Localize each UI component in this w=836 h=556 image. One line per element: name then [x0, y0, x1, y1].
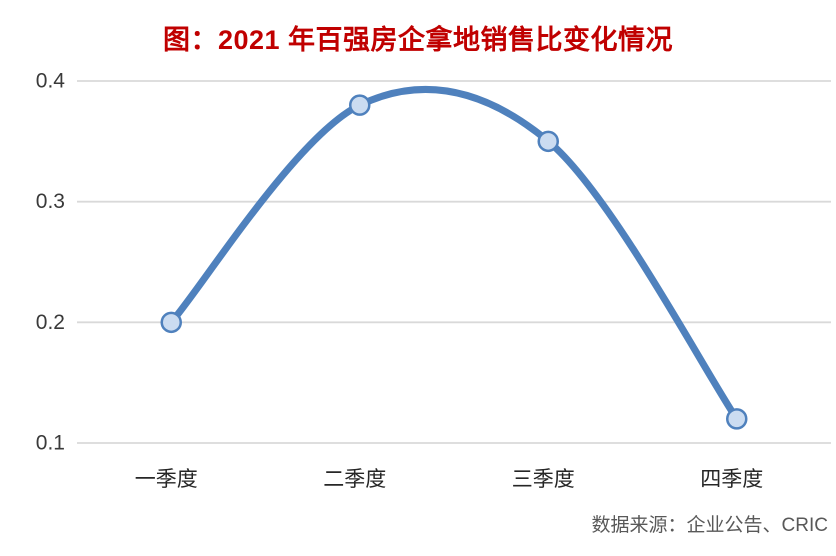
data-point-marker — [349, 94, 371, 116]
x-axis-category-label: 四季度 — [700, 467, 763, 491]
data-point-marker — [160, 311, 182, 334]
y-axis-tick-label: 0.3 — [36, 190, 65, 213]
data-point-marker — [537, 130, 559, 153]
y-axis-tick-label: 0.2 — [36, 311, 65, 334]
x-axis-category-label: 一季度 — [135, 467, 198, 491]
x-axis-category-label: 二季度 — [323, 467, 386, 491]
data-point-marker — [726, 408, 748, 430]
y-axis-tick-label: 0.1 — [36, 432, 65, 455]
x-axis-category-label: 三季度 — [512, 467, 575, 491]
source-note: 数据来源：企业公告、CRIC — [591, 515, 828, 536]
y-axis-tick-label: 0.4 — [36, 70, 66, 93]
data-series-line — [167, 85, 741, 423]
chart-title: 图：2021 年百强房企拿地销售比变化情况 — [162, 25, 674, 55]
